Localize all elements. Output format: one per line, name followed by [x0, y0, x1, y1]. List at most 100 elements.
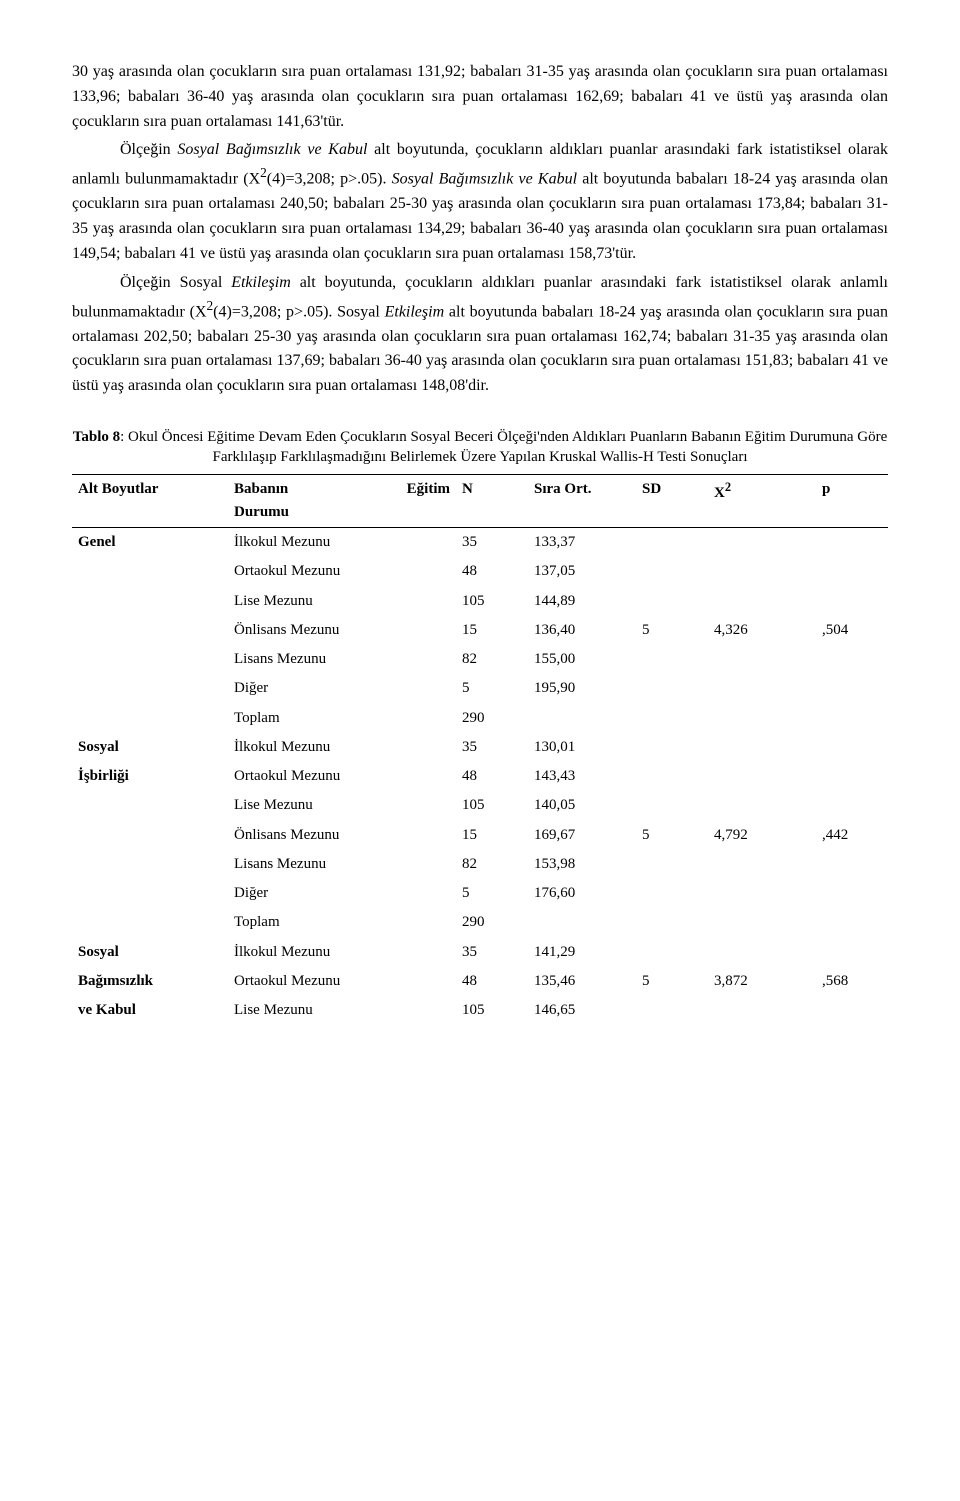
edu: Lisans Mezunu [228, 850, 456, 879]
p2-a: Ölçeğin [120, 141, 177, 158]
paragraph-2: Ölçeğin Sosyal Bağımsızlık ve Kabul alt … [72, 138, 888, 266]
edu: Toplam [228, 704, 456, 733]
caption-rest: : Okul Öncesi Eğitime Devam Eden Çocukla… [120, 429, 887, 465]
edu: İlkokul Mezunu [228, 528, 456, 558]
ort: 141,29 [528, 938, 636, 967]
sd: 5 [636, 616, 708, 645]
hdr-edu-l3: Durumu [234, 504, 289, 520]
table-row: Toplam 290 [72, 908, 888, 937]
hdr-edu-l1: Babanın [234, 478, 288, 501]
edu: Önlisans Mezunu [228, 821, 456, 850]
para1-text: 30 yaş arasında olan çocukların sıra pua… [72, 63, 888, 130]
hdr-p: p [816, 474, 888, 528]
table-row: Lise Mezunu 105 144,89 [72, 587, 888, 616]
n: 48 [456, 762, 528, 791]
edu: İlkokul Mezunu [228, 938, 456, 967]
p3-a: Ölçeğin Sosyal [120, 274, 231, 291]
p: ,504 [816, 616, 888, 645]
hdr-edu: Babanın Eğitim Durumu [228, 474, 456, 528]
table-row: Sosyal İlkokul Mezunu 35 130,01 [72, 733, 888, 762]
hdr-x2-sup: 2 [725, 480, 731, 494]
table-row: Toplam 290 [72, 704, 888, 733]
n: 5 [456, 879, 528, 908]
grp-isbirligi-l1: Sosyal [78, 739, 119, 755]
p2-d: (4)=3,208; p>.05). [267, 171, 392, 188]
n: 290 [456, 908, 528, 937]
edu: Lisans Mezunu [228, 645, 456, 674]
p2-b: Sosyal Bağımsızlık ve Kabul [177, 141, 367, 158]
ort: 140,05 [528, 791, 636, 820]
ort: 169,67 [528, 821, 636, 850]
n: 290 [456, 704, 528, 733]
paragraph-3: Ölçeğin Sosyal Etkileşim alt boyutunda, … [72, 271, 888, 399]
hdr-alt: Alt Boyutlar [72, 474, 228, 528]
edu: Ortaokul Mezunu [228, 557, 456, 586]
edu: Diğer [228, 674, 456, 703]
caption-bold: Tablo 8 [73, 429, 120, 445]
table-row: Genel İlkokul Mezunu 35 133,37 [72, 528, 888, 558]
n: 35 [456, 938, 528, 967]
n: 105 [456, 791, 528, 820]
n: 5 [456, 674, 528, 703]
n: 15 [456, 616, 528, 645]
table-row: Önlisans Mezunu 15 169,67 5 4,792 ,442 [72, 821, 888, 850]
n: 48 [456, 557, 528, 586]
paragraph-1: 30 yaş arasında olan çocukların sıra pua… [72, 60, 888, 134]
ort: 146,65 [528, 996, 636, 1025]
hdr-sd: SD [636, 474, 708, 528]
n: 48 [456, 967, 528, 996]
table-row: Diğer 5 176,60 [72, 879, 888, 908]
sd: 5 [636, 967, 708, 996]
edu: Diğer [228, 879, 456, 908]
hdr-edu-l2: Eğitim [407, 478, 450, 501]
p: ,568 [816, 967, 888, 996]
grp-isbirligi: Sosyal [72, 733, 228, 762]
ort: 143,43 [528, 762, 636, 791]
edu: Ortaokul Mezunu [228, 967, 456, 996]
sup-2a: 2 [260, 165, 267, 180]
sd: 5 [636, 821, 708, 850]
table-row: Lisans Mezunu 82 153,98 [72, 850, 888, 879]
ort: 136,40 [528, 616, 636, 645]
edu: Ortaokul Mezunu [228, 762, 456, 791]
edu: Lise Mezunu [228, 587, 456, 616]
grp-isbirligi-2: İşbirliği [72, 762, 228, 791]
grp-bag-l1: Sosyal [72, 938, 228, 967]
n: 105 [456, 996, 528, 1025]
edu: İlkokul Mezunu [228, 733, 456, 762]
p3-b: Etkileşim [231, 274, 291, 291]
hdr-n: N [456, 474, 528, 528]
table-caption: Tablo 8: Okul Öncesi Eğitime Devam Eden … [72, 427, 888, 468]
p: ,442 [816, 821, 888, 850]
edu: Lise Mezunu [228, 996, 456, 1025]
x2: 3,872 [708, 967, 816, 996]
results-table: Alt Boyutlar Babanın Eğitim Durumu N Sır… [72, 474, 888, 1026]
hdr-x2-txt: X [714, 485, 725, 501]
table-row: Sosyal İlkokul Mezunu 35 141,29 [72, 938, 888, 967]
n: 15 [456, 821, 528, 850]
hdr-ort: Sıra Ort. [528, 474, 636, 528]
ort: 135,46 [528, 967, 636, 996]
table-row: Lisans Mezunu 82 155,00 [72, 645, 888, 674]
ort: 195,90 [528, 674, 636, 703]
table-row: İşbirliği Ortaokul Mezunu 48 143,43 [72, 762, 888, 791]
ort: 144,89 [528, 587, 636, 616]
edu: Lise Mezunu [228, 791, 456, 820]
grp-genel: Genel [72, 528, 228, 558]
n: 82 [456, 645, 528, 674]
x2: 4,326 [708, 616, 816, 645]
table-row: Önlisans Mezunu 15 136,40 5 4,326 ,504 [72, 616, 888, 645]
ort: 130,01 [528, 733, 636, 762]
ort: 176,60 [528, 879, 636, 908]
n: 35 [456, 733, 528, 762]
grp-bag-l3: ve Kabul [72, 996, 228, 1025]
table-row: Bağımsızlık Ortaokul Mezunu 48 135,46 5 … [72, 967, 888, 996]
ort: 153,98 [528, 850, 636, 879]
x2: 4,792 [708, 821, 816, 850]
n: 105 [456, 587, 528, 616]
table-row: Ortaokul Mezunu 48 137,05 [72, 557, 888, 586]
table-row: Diğer 5 195,90 [72, 674, 888, 703]
edu: Toplam [228, 908, 456, 937]
hdr-x2: X2 [708, 474, 816, 528]
table-row: ve Kabul Lise Mezunu 105 146,65 [72, 996, 888, 1025]
